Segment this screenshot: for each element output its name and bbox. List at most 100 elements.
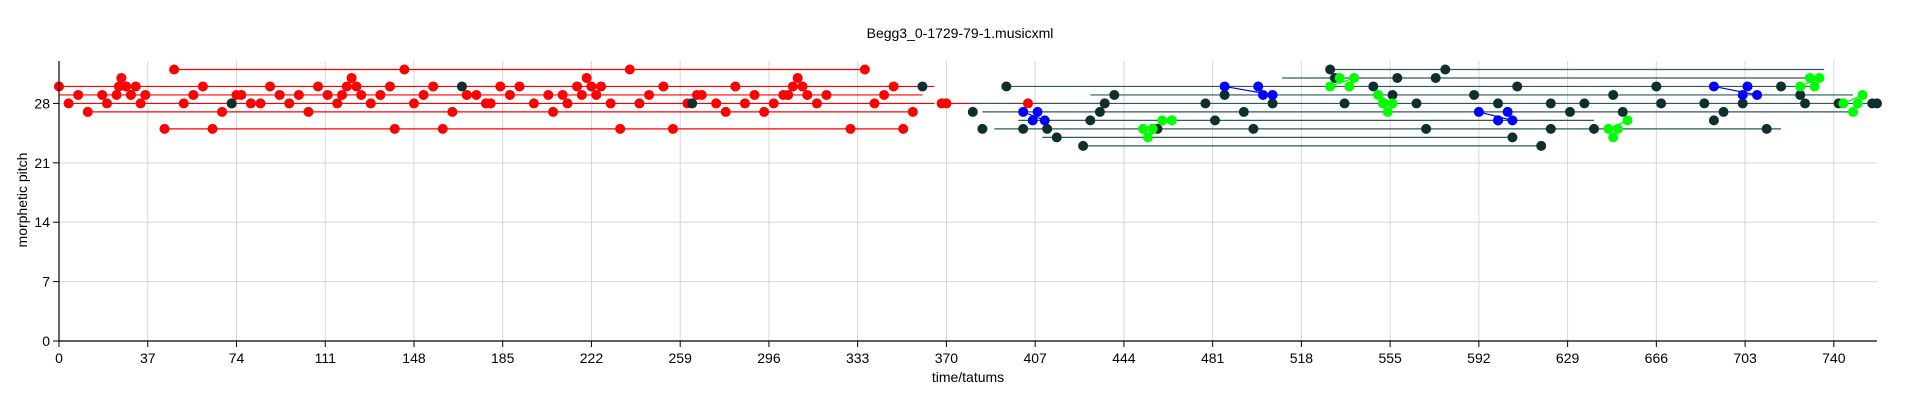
dark-note-point: [1392, 72, 1403, 83]
green-note-point: [1334, 72, 1345, 83]
red-note-point: [711, 98, 722, 109]
dark-note-point: [1579, 98, 1590, 109]
red-note-point: [159, 123, 170, 134]
x-tick-label: 407: [1023, 350, 1047, 366]
dark-note-point: [1219, 89, 1230, 100]
red-note-point: [591, 89, 602, 100]
x-tick-label: 740: [1822, 350, 1846, 366]
blue-note-point: [1253, 81, 1264, 92]
red-note-point: [293, 89, 304, 100]
red-note-point: [125, 89, 136, 100]
red-note-point: [337, 89, 348, 100]
red-note-point: [113, 81, 124, 92]
red-note-point: [615, 123, 626, 134]
red-note-point: [178, 98, 189, 109]
dark-note-point: [1078, 140, 1089, 151]
blue-note-point: [1018, 106, 1029, 117]
red-note-point: [197, 81, 208, 92]
red-note-point: [101, 98, 112, 109]
axes: [58, 61, 1877, 342]
blue-note-point: [1473, 106, 1484, 117]
red-note-point: [313, 81, 324, 92]
x-tick-label: 0: [55, 350, 63, 366]
red-note-point: [303, 106, 314, 117]
green-note-point: [1809, 81, 1820, 92]
y-tick-label: 21: [34, 155, 50, 171]
red-note-point: [365, 98, 376, 109]
red-note-point: [245, 98, 256, 109]
dark-note-point: [1411, 98, 1422, 109]
red-note-point: [485, 98, 496, 109]
red-note-point: [586, 81, 597, 92]
green-note-point: [1814, 72, 1825, 83]
dark-note-point: [1094, 106, 1105, 117]
red-note-point: [941, 98, 952, 109]
dark-note-point: [1210, 115, 1221, 126]
red-note-point: [471, 89, 482, 100]
blue-note-point: [1493, 115, 1504, 126]
dark-note-point: [1339, 98, 1350, 109]
red-note-point: [97, 89, 108, 100]
dark-note-point: [1545, 98, 1556, 109]
blue-note-point: [1219, 81, 1230, 92]
red-note-point: [384, 81, 395, 92]
red-note-point: [907, 106, 918, 117]
red-note-point: [879, 89, 890, 100]
red-note-point: [605, 98, 616, 109]
red-note-point: [696, 89, 707, 100]
dark-note-point: [1507, 132, 1518, 143]
red-note-point: [514, 81, 525, 92]
green-note-point: [1344, 81, 1355, 92]
red-note-point: [644, 89, 655, 100]
dark-note-point: [1545, 123, 1556, 134]
dark-note-point: [1656, 98, 1667, 109]
dark-note-point: [1608, 89, 1619, 100]
green-note-point: [1622, 115, 1633, 126]
green-note-point: [1138, 123, 1149, 134]
red-note-point: [236, 89, 247, 100]
dark-note-point: [1018, 123, 1029, 134]
red-note-point: [346, 72, 357, 83]
y-tick-labels: 0 7 14 21 28: [34, 95, 59, 349]
dark-note-point: [1536, 140, 1547, 151]
red-note-point: [730, 81, 741, 92]
red-note-point: [274, 89, 285, 100]
red-note-point: [581, 72, 592, 83]
dark-note-point: [226, 98, 237, 109]
red-note-point: [255, 98, 266, 109]
red-note-point: [576, 89, 587, 100]
dark-note-point: [687, 98, 698, 109]
dark-note-point: [1493, 98, 1504, 109]
dark-note-point: [1387, 89, 1398, 100]
red-note-point: [461, 89, 472, 100]
green-note-point: [1852, 98, 1863, 109]
green-note-point: [1166, 115, 1177, 126]
dark-note-point: [967, 106, 978, 117]
red-note-point: [821, 89, 832, 100]
dark-note-point: [1718, 106, 1729, 117]
blue-note-point: [1507, 115, 1518, 126]
red-note-point: [389, 123, 400, 134]
dark-note-point: [1099, 98, 1110, 109]
red-note-point: [562, 98, 573, 109]
x-tick-label: 555: [1378, 350, 1402, 366]
dark-note-point: [1795, 89, 1806, 100]
x-tick-label: 333: [846, 350, 870, 366]
red-note-point: [768, 98, 779, 109]
blue-note-point: [1032, 106, 1043, 117]
dark-note-point: [1737, 98, 1748, 109]
red-note-point: [322, 89, 333, 100]
blue-note-point: [1039, 115, 1050, 126]
dark-note-point: [1651, 81, 1662, 92]
dark-note-point: [1588, 123, 1599, 134]
red-note-point: [859, 64, 870, 75]
red-note-point: [1022, 98, 1033, 109]
red-note-point: [265, 81, 276, 92]
x-tick-label: 37: [140, 350, 156, 366]
red-note-point: [802, 89, 813, 100]
dark-note-point: [1430, 72, 1441, 83]
green-note-point: [1608, 132, 1619, 143]
dark-note-point: [917, 81, 928, 92]
green-note-point: [1838, 98, 1849, 109]
x-tick-label: 370: [935, 350, 959, 366]
